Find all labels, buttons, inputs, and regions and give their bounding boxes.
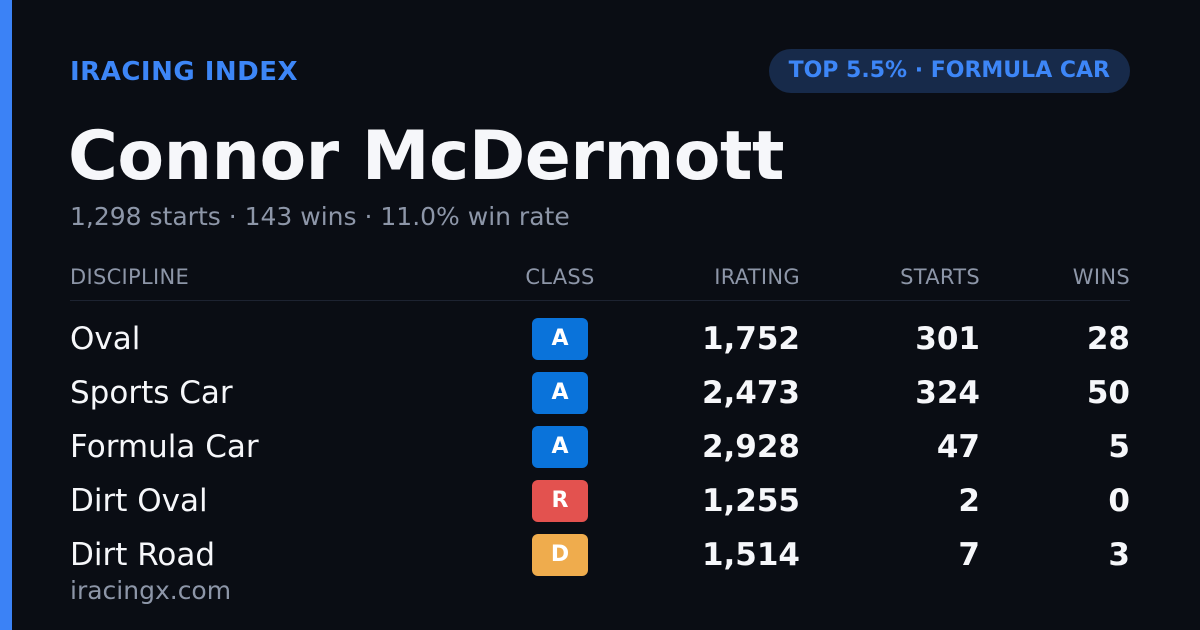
- table-body: Oval A 1,752 301 28 Sports Car A 2,473 3…: [70, 301, 1130, 582]
- class-cell: D: [510, 532, 610, 576]
- discipline-cell: Sports Car: [70, 375, 233, 411]
- starts-cell: 2: [958, 483, 980, 519]
- discipline-cell: Oval: [70, 321, 141, 357]
- column-header-class: CLASS: [525, 265, 595, 289]
- player-summary: 1,298 starts · 143 wins · 11.0% win rate: [70, 202, 570, 231]
- discipline-cell: Dirt Road: [70, 537, 216, 573]
- license-class-badge: A: [532, 426, 588, 468]
- license-class-badge: R: [532, 480, 588, 522]
- class-cell: A: [510, 424, 610, 468]
- column-header-discipline: DISCIPLINE: [70, 265, 190, 289]
- license-class-badge: D: [532, 534, 588, 576]
- table-row: Dirt Oval R 1,255 2 0: [70, 474, 1130, 528]
- table-row: Oval A 1,752 301 28: [70, 312, 1130, 366]
- table-header: DISCIPLINE CLASS IRATING STARTS WINS: [70, 256, 1130, 301]
- class-cell: R: [510, 478, 610, 522]
- wins-cell: 0: [1108, 483, 1130, 519]
- starts-cell: 324: [915, 375, 980, 411]
- irating-cell: 1,514: [701, 537, 800, 573]
- table-row: Formula Car A 2,928 47 5: [70, 420, 1130, 474]
- starts-cell: 7: [958, 537, 980, 573]
- starts-cell: 47: [936, 429, 980, 465]
- license-class-badge: A: [532, 318, 588, 360]
- ratings-table: DISCIPLINE CLASS IRATING STARTS WINS Ova…: [70, 256, 1130, 582]
- brand-title: IRACING INDEX: [70, 57, 299, 87]
- column-header-starts: STARTS: [900, 265, 980, 289]
- discipline-cell: Formula Car: [70, 429, 259, 465]
- column-header-irating: IRATING: [714, 265, 800, 289]
- percentile-badge: TOP 5.5% · FORMULA CAR: [768, 49, 1130, 93]
- wins-cell: 50: [1086, 375, 1130, 411]
- starts-cell: 301: [915, 321, 980, 357]
- class-cell: A: [510, 316, 610, 360]
- wins-cell: 5: [1108, 429, 1130, 465]
- accent-bar: [0, 0, 12, 630]
- license-class-badge: A: [532, 372, 588, 414]
- irating-cell: 1,255: [701, 483, 800, 519]
- site-url[interactable]: iracingx.com: [70, 576, 232, 605]
- table-row: Dirt Road D 1,514 7 3: [70, 528, 1130, 582]
- irating-cell: 2,473: [701, 375, 800, 411]
- wins-cell: 3: [1108, 537, 1130, 573]
- irating-cell: 2,928: [701, 429, 800, 465]
- irating-cell: 1,752: [701, 321, 800, 357]
- column-header-wins: WINS: [1072, 265, 1130, 289]
- player-name: Connor McDermott: [68, 117, 785, 196]
- class-cell: A: [510, 370, 610, 414]
- table-row: Sports Car A 2,473 324 50: [70, 366, 1130, 420]
- wins-cell: 28: [1086, 321, 1130, 357]
- discipline-cell: Dirt Oval: [70, 483, 208, 519]
